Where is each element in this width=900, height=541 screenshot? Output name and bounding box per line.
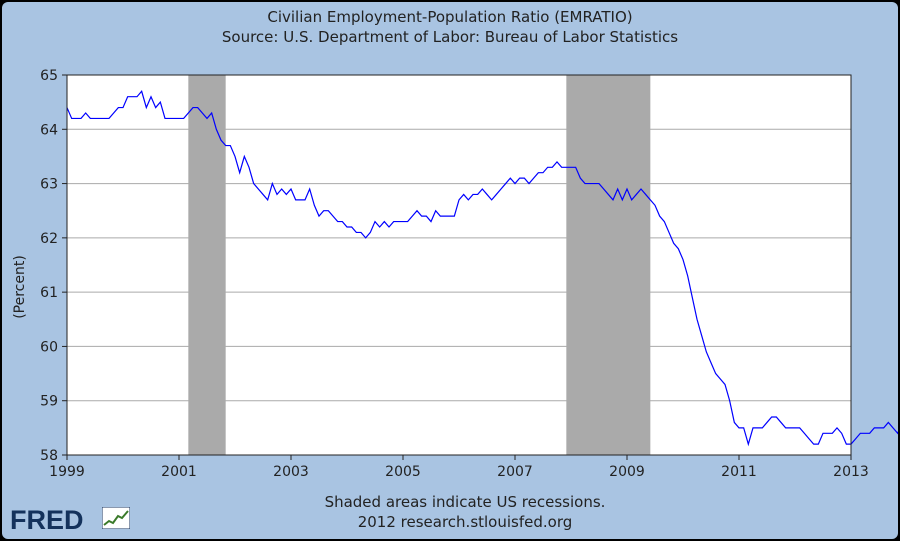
- x-tick-label: 2011: [721, 464, 757, 480]
- chart-subtitle: Source: U.S. Department of Labor: Bureau…: [221, 28, 679, 46]
- y-tick-label: 65: [40, 68, 58, 84]
- x-tick-label: 2007: [497, 464, 533, 480]
- footnote: Shaded areas indicate US recessions.: [324, 493, 606, 511]
- chart-svg: 58 59 60 61 62 63 64 65 1999 2001 2003 2005 2007 2009…: [40, 68, 898, 480]
- y-tick-label: 64: [40, 122, 58, 138]
- x-tick-label: 2003: [273, 464, 309, 480]
- y-tick-label: 59: [40, 394, 58, 410]
- y-tick-label: 61: [40, 285, 58, 301]
- recession-band: [188, 75, 226, 455]
- y-tick-label: 62: [40, 231, 58, 247]
- x-tick-label: 2005: [385, 464, 421, 480]
- x-tick-label: 1999: [49, 464, 85, 480]
- fred-logo-chart-icon: [102, 507, 130, 529]
- x-tick-label: 2013: [833, 464, 869, 480]
- y-tick-label: 60: [40, 339, 58, 355]
- y-tick-label: 58: [40, 448, 58, 464]
- y-tick-label: 63: [40, 177, 58, 193]
- plot-border: [66, 74, 852, 456]
- x-tick-label: 2001: [161, 464, 197, 480]
- series-line: [66, 90, 898, 447]
- recession-band: [566, 75, 651, 455]
- x-tick-label: 2009: [609, 464, 645, 480]
- plot-area: [67, 75, 851, 455]
- chart-title: Civilian Employment-Population Ratio (EM…: [267, 8, 633, 26]
- fred-logo: FRED: [10, 505, 84, 535]
- credit-line: 2012 research.stlouisfed.org: [357, 513, 573, 531]
